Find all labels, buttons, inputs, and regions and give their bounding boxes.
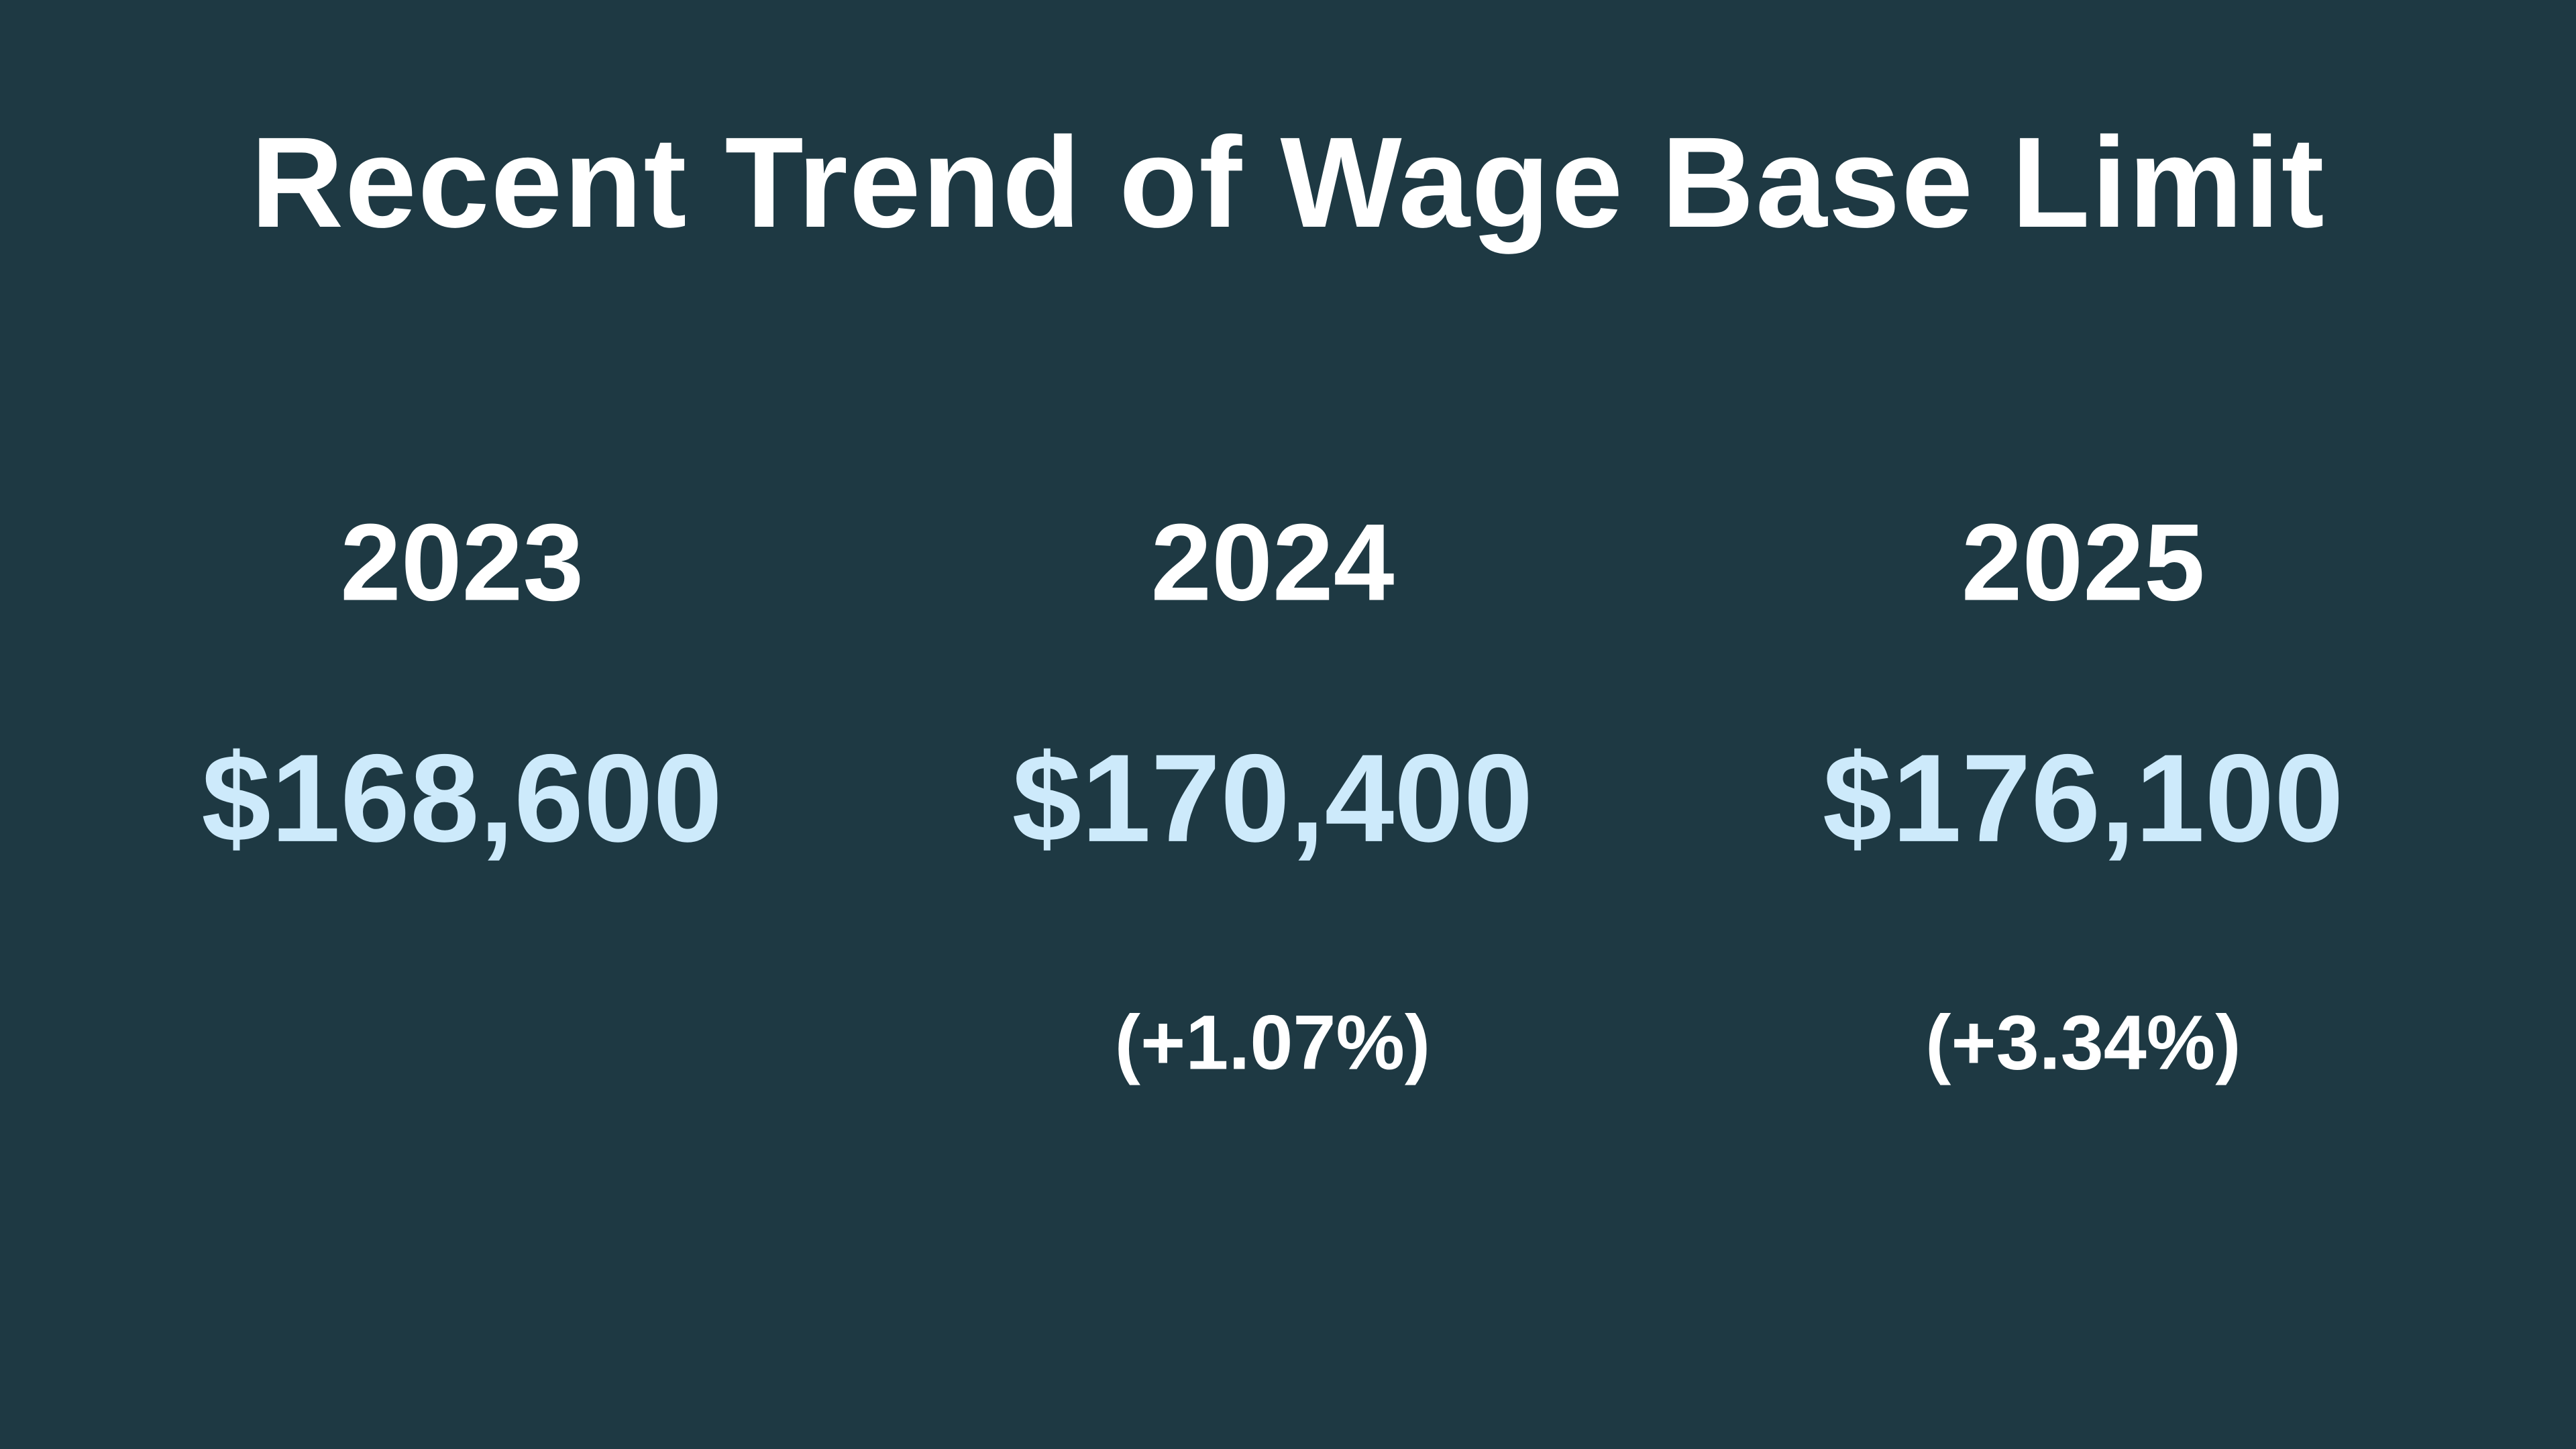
- year-label-2024: 2024: [1150, 500, 1395, 624]
- wage-base-value-2023: $168,600: [201, 729, 723, 869]
- wage-base-value-2025: $176,100: [1822, 729, 2344, 869]
- page-title: Recent Trend of Wage Base Limit: [250, 110, 2326, 255]
- year-label-2023: 2023: [340, 500, 584, 624]
- change-label-2024: (+1.07%): [1114, 1000, 1431, 1086]
- changes-row: (+1.07%) (+3.34%): [0, 1000, 2576, 1086]
- values-row: $168,600 $170,400 $176,100: [0, 736, 2576, 861]
- change-label-2023: [56, 1005, 867, 1082]
- change-label-2025: (+3.34%): [1925, 1000, 2241, 1086]
- year-label-2025: 2025: [1961, 500, 2205, 624]
- years-row: 2023 2024 2025: [0, 507, 2576, 616]
- wage-base-value-2024: $170,400: [1012, 729, 1534, 869]
